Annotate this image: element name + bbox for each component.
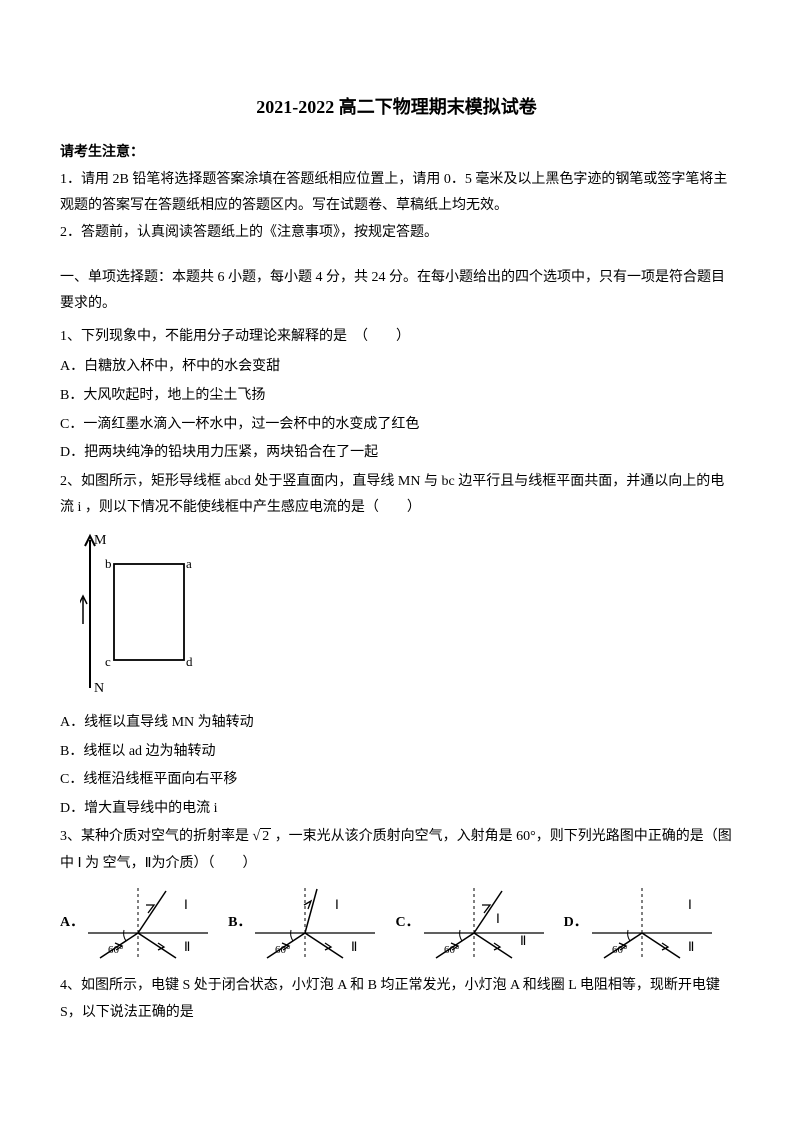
question-2: 2、如图所示，矩形导线框 abcd 处于竖直面内，直导线 MN 与 bc 边平行… [60,469,733,522]
svg-text:c: c [105,654,111,669]
q2-figure: M N i b a c d [80,528,220,698]
svg-text:Ⅱ: Ⅱ [351,939,357,954]
q3-fig-c: C． 60° Ⅰ Ⅱ [395,883,543,963]
notice-line-2: 2．答题前，认真阅读答题纸上的《注意事项》，按规定答题。 [60,220,733,247]
page-title: 2021-2022 高二下物理期末模拟试卷 [60,90,733,124]
q3-fig-a: A． 60° Ⅰ Ⅱ [60,883,208,963]
q3-text-a: 3、某种介质对空气的折射率是 [60,829,253,844]
q3-fig-d: D． 60° Ⅰ Ⅱ [564,883,712,963]
q3-label-a: A． [60,910,84,937]
svg-text:a: a [186,556,192,571]
q3-figures: A． 60° Ⅰ Ⅱ B． [60,883,733,963]
svg-text:60°: 60° [275,944,290,956]
q3-label-d: D． [564,910,588,937]
q2-option-b: B．线框以 ad 边为轴转动 [60,739,733,766]
svg-text:M: M [94,533,107,548]
q1-option-d: D．把两块纯净的铅块用力压紧，两块铅合在了一起 [60,440,733,467]
svg-text:N: N [94,681,104,696]
notice-block: 请考生注意： 1．请用 2B 铅笔将选择题答案涂填在答题纸相应位置上，请用 0．… [60,140,733,246]
q1-option-b: B．大风吹起时，地上的尘土飞扬 [60,383,733,410]
q3-label-c: C． [395,910,419,937]
q3-label-b: B． [228,910,251,937]
svg-text:Ⅱ: Ⅱ [184,939,190,954]
svg-text:60°: 60° [108,944,123,956]
svg-text:b: b [105,556,112,571]
q2-option-a: A．线框以直导线 MN 为轴转动 [60,710,733,737]
svg-text:60°: 60° [444,944,459,956]
q2-option-d: D．增大直导线中的电流 i [60,796,733,823]
section-a-header: 一、单项选择题：本题共 6 小题，每小题 4 分，共 24 分。在每小题给出的四… [60,265,733,318]
notice-line-1: 1．请用 2B 铅笔将选择题答案涂填在答题纸相应位置上，请用 0．5 毫米及以上… [60,167,733,220]
svg-text:60°: 60° [612,944,627,956]
q1-option-a: A．白糖放入杯中，杯中的水会变甜 [60,354,733,381]
q3-fig-b: B． 60° Ⅰ Ⅱ [228,883,375,963]
q1-option-c: C．一滴红墨水滴入一杯水中，过一会杯中的水变成了红色 [60,412,733,439]
svg-text:Ⅰ: Ⅰ [688,897,692,912]
q2-option-c: C．线框沿线框平面向右平移 [60,767,733,794]
svg-text:Ⅱ: Ⅱ [688,939,694,954]
question-3: 3、某种介质对空气的折射率是 √2 ，一束光从该介质射向空气，入射角是 60°，… [60,824,733,877]
svg-text:Ⅰ: Ⅰ [335,897,339,912]
svg-text:Ⅰ: Ⅰ [184,897,188,912]
svg-text:d: d [186,654,193,669]
notice-head: 请考生注意： [60,140,733,167]
question-4: 4、如图所示，电键 S 处于闭合状态，小灯泡 A 和 B 均正常发光，小灯泡 A… [60,973,733,1026]
svg-text:Ⅱ: Ⅱ [520,933,526,948]
question-1: 1、下列现象中，不能用分子动理论来解释的是 （ ） [60,324,733,351]
svg-text:Ⅰ: Ⅰ [496,911,500,926]
sqrt-expr: √2 [253,828,272,844]
